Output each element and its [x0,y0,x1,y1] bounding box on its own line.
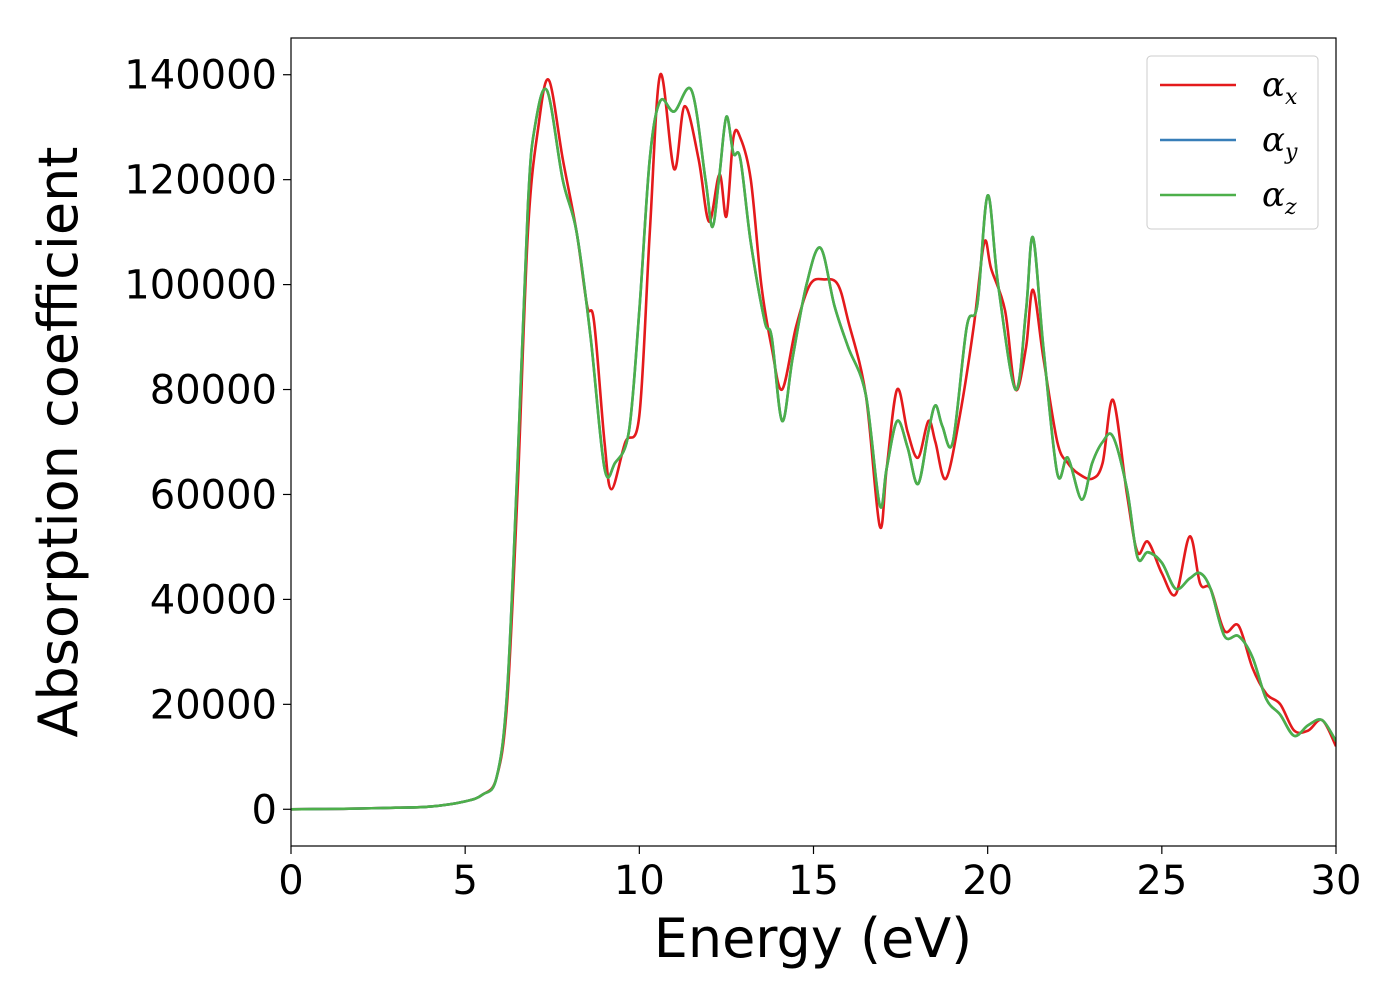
legend-label-base: α [1262,120,1285,160]
y-tick-label: 40000 [150,577,277,623]
legend-label-alpha-z: αz [1262,175,1297,220]
y-tick-label: 80000 [150,368,277,414]
x-axis: 0 5 10 15 20 25 30 [278,846,1361,904]
y-tick-label: 100000 [124,263,277,309]
y-axis-label: Absorption coefficient [27,147,90,738]
series-line-alpha-x [291,73,1336,811]
legend-box [1146,55,1319,230]
x-tick-label: 5 [452,858,477,904]
x-axis-label: Energy (eV) [654,907,973,970]
legend-label-alpha-x: αx [1262,65,1298,110]
legend-label-subscript: x [1285,85,1298,110]
series-layer [291,73,1336,811]
legend-label-subscript: z [1284,195,1297,220]
x-tick-label: 25 [1136,858,1187,904]
y-axis: 0 20000 40000 60000 80000 100000 120000 140000 [124,53,291,833]
series-line-alpha-z [291,86,1336,811]
x-tick-label: 15 [788,858,839,904]
x-tick-label: 30 [1311,858,1362,904]
y-tick-label: 0 [252,787,277,833]
x-tick-label: 20 [962,858,1013,904]
x-tick-label: 10 [614,858,665,904]
y-tick-label: 120000 [124,158,277,204]
y-tick-label: 140000 [124,53,277,99]
y-tick-label: 20000 [150,682,277,728]
legend-label-subscript: y [1284,140,1298,165]
legend-label-base: α [1262,175,1285,215]
legend-label-alpha-y: αy [1262,120,1298,165]
y-tick-label: 60000 [150,472,277,518]
x-tick-label: 0 [278,858,303,904]
legend-label-base: α [1262,65,1285,105]
